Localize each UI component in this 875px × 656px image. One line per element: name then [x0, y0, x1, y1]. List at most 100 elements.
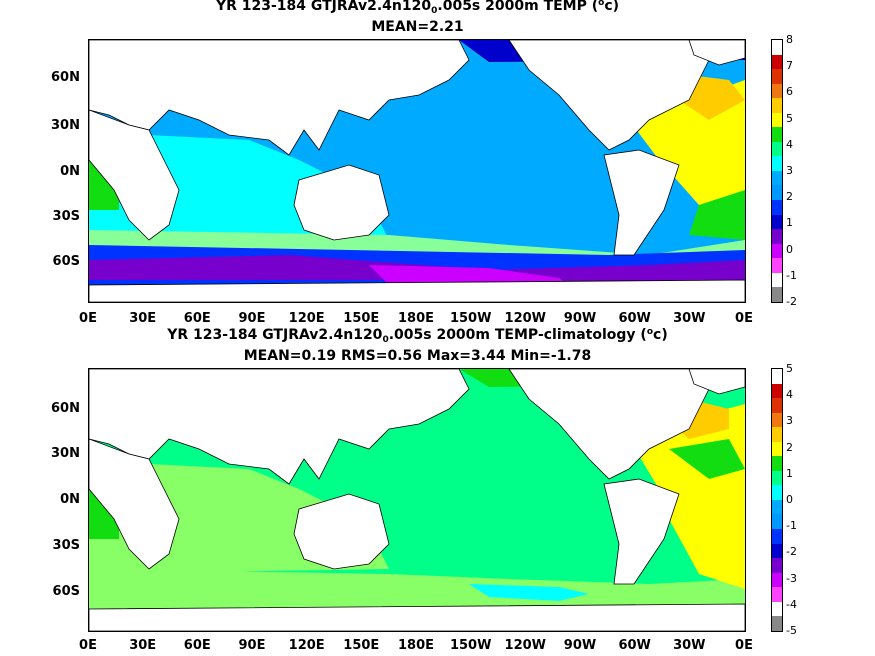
panel2-lat-label: 30N: [51, 446, 80, 461]
colorbar-tick-label: 1: [786, 466, 793, 480]
panel2-lon-label: 30E: [129, 638, 157, 653]
panel2-lon-label: 180E: [397, 638, 435, 653]
panel2-map-svg: [89, 369, 745, 631]
colorbar-tick-label: 3: [786, 164, 793, 177]
southern-diff-field: [89, 569, 745, 609]
colorbar-tick-label: 3: [786, 414, 793, 428]
panel1-lon-label: 30W: [673, 311, 706, 326]
panel1-lat-label: 60S: [52, 254, 80, 269]
colorbar-segment: [772, 141, 782, 157]
south-america-land: [603, 478, 680, 585]
colorbar-segment: [772, 272, 782, 288]
colorbar-tick-label: -2: [786, 545, 797, 559]
panel1-map: [88, 39, 746, 303]
panel2-lat-label: 30S: [52, 538, 80, 553]
panel2-lon-label: 150E: [343, 638, 380, 653]
southern-ocean-magenta-field: [369, 265, 569, 285]
panel1-lat-label: 0N: [60, 164, 80, 179]
colorbar-segment: [772, 69, 782, 84]
panel1-lon-label: 60E: [183, 311, 211, 326]
colorbar-tick-label: 1: [786, 216, 793, 230]
southern-cyan-field: [469, 584, 589, 601]
panel1-stats: MEAN=2.21: [371, 19, 464, 35]
south-atlantic-green-field: [689, 190, 745, 240]
colorbar-segment: [772, 156, 782, 171]
colorbar-segment: [772, 470, 782, 486]
colorbar-segment: [772, 587, 782, 602]
colorbar-segment: [772, 441, 782, 457]
africa-land: [89, 438, 180, 570]
colorbar-tick-label: 8: [786, 33, 793, 46]
south-america-land: [603, 149, 680, 256]
panel2-lon-label: 120E: [288, 638, 325, 653]
panel1-lat-label: 60N: [51, 70, 80, 85]
antarctica-land: [89, 603, 745, 631]
colorbar-segment: [772, 543, 782, 559]
colorbar-segment: [772, 258, 782, 273]
colorbar-segment: [772, 185, 782, 201]
colorbar-segment: [772, 54, 782, 70]
colorbar-tick-label: 2: [786, 190, 793, 204]
colorbar-tick-label: -1: [786, 519, 797, 533]
colorbar-tick-label: 6: [786, 85, 793, 99]
colorbar-segment: [772, 383, 782, 399]
colorbar-segment: [772, 485, 782, 500]
colorbar-segment: [772, 572, 782, 588]
panel1-colorbar: [771, 39, 783, 303]
panel1-lon-label: 90W: [563, 311, 597, 326]
colorbar-segment: [772, 369, 782, 384]
colorbar-segment: [772, 200, 782, 215]
colorbar-tick-label: -5: [786, 624, 797, 637]
colorbar-tick-label: 0: [786, 242, 793, 256]
panel1-lon-label: 150E: [343, 311, 380, 326]
panel2-stats: MEAN=0.19 RMS=0.56 Max=3.44 Min=-1.78: [243, 348, 592, 364]
colorbar-segment: [772, 98, 782, 113]
colorbar-segment: [772, 83, 782, 99]
panel1-lon-label: 180E: [397, 311, 435, 326]
panel1-lon-label: 120W: [504, 311, 547, 326]
panel1-title: YR 123-184 GTJRAv2.4n1200.005s 2000m TEM…: [215, 0, 620, 16]
panel1-lon-label: 120E: [288, 311, 325, 326]
colorbar-segment: [772, 229, 782, 244]
panel1-lon-label: 30E: [129, 311, 157, 326]
colorbar-tick-label: 4: [786, 137, 793, 151]
panel1-lat-label: 30S: [52, 209, 80, 224]
colorbar-tick-label: 0: [786, 493, 793, 506]
panel2-title: YR 123-184 GTJRAv2.4n1200.005s 2000m TEM…: [167, 327, 668, 345]
colorbar-segment: [772, 214, 782, 230]
panel2-map: [88, 368, 746, 632]
colorbar-tick-label: 2: [786, 440, 793, 454]
panel2-colorbar: [771, 368, 783, 632]
panel2-lon-label: 0E: [735, 638, 753, 653]
panel2-lon-label: 120W: [504, 638, 547, 653]
panel2-lon-label: 90W: [563, 638, 597, 653]
colorbar-segment: [772, 616, 782, 631]
panel2-lat-label: 60S: [52, 584, 80, 599]
colorbar-segment: [772, 514, 782, 530]
colorbar-tick-label: -3: [786, 571, 797, 585]
colorbar-tick-label: 4: [786, 388, 793, 402]
colorbar-segment: [772, 427, 782, 442]
australia-land: [293, 164, 390, 241]
colorbar-tick-label: -2: [786, 295, 797, 308]
panel2-lat-label: 60N: [51, 401, 80, 416]
colorbar-segment: [772, 287, 782, 302]
colorbar-segment: [772, 112, 782, 128]
antarctica-land: [89, 279, 745, 302]
colorbar-segment: [772, 412, 782, 428]
australia-land: [293, 493, 390, 570]
colorbar-segment: [772, 601, 782, 617]
colorbar-segment: [772, 170, 782, 186]
panel1-lat-label: 30N: [51, 118, 80, 133]
panel2-lon-label: 90E: [238, 638, 266, 653]
colorbar-segment: [772, 243, 782, 259]
africa-land: [89, 109, 180, 241]
panel2-lon-label: 0E: [79, 638, 97, 653]
colorbar-tick-label: 5: [786, 362, 793, 375]
panel2-lon-label: 30W: [673, 638, 706, 653]
panel1-lon-label: 150W: [449, 311, 492, 326]
panel1-lon-label: 0E: [79, 311, 97, 326]
panel2-lat-label: 0N: [60, 492, 80, 507]
colorbar-segment: [772, 127, 782, 142]
colorbar-tick-label: -1: [786, 268, 797, 282]
